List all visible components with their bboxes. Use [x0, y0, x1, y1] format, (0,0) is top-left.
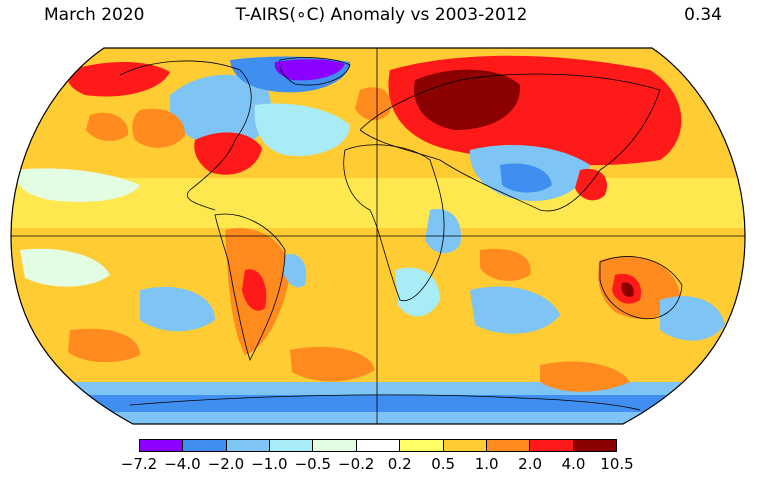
north-atlantic-cool [254, 103, 350, 156]
globe-outline [10, 47, 746, 425]
colorbar-bin [183, 440, 227, 451]
greenland-cold [274, 59, 345, 81]
colorbar-bin [400, 440, 444, 451]
indian-ocean-west-cool [425, 209, 461, 254]
colorbar-tick-label: 1.0 [474, 455, 499, 473]
ne-pacific-warm [86, 112, 129, 142]
south-atlantic-warm [290, 346, 375, 382]
tibet-cool [500, 163, 552, 193]
antarctic-band-2 [11, 395, 745, 413]
colorbar-tick-label: 4.0 [561, 455, 586, 473]
australia-very-hot [621, 282, 634, 297]
colorbar-tick-label: −0.5 [294, 455, 332, 473]
colorbar-tick-label: 0.2 [387, 455, 412, 473]
greenland-coast [279, 57, 351, 86]
colorbar-bin [486, 440, 531, 451]
africa-coast [343, 144, 445, 302]
scandinavia-warm [355, 87, 391, 121]
south-america-coast [214, 213, 286, 362]
colorbar-tick-label: −0.2 [338, 455, 375, 473]
south-pacific-warm [68, 328, 140, 363]
south-atlantic-cool [283, 254, 307, 288]
indian-ocean-warm [480, 248, 531, 281]
pacific-neutral [14, 168, 140, 202]
south-indian-cool [470, 286, 560, 334]
tasman-cool [660, 296, 725, 341]
colorbar-bin [443, 440, 487, 451]
colorbar-bin [313, 440, 357, 451]
anomaly-map [10, 47, 746, 425]
australia-coast [599, 256, 683, 320]
argentina-hot [242, 269, 267, 311]
canada-cool [170, 74, 271, 150]
colorbar-tick-label: −7.2 [120, 455, 158, 473]
southeast-pacific-cool [140, 286, 215, 332]
west-na-warm [132, 108, 185, 148]
colorbar-tick-label: 0.5 [431, 455, 456, 473]
colorbar-bin [226, 440, 271, 451]
antarctic-band-3 [11, 412, 745, 424]
coastlines [119, 57, 683, 411]
colorbar-bin [140, 440, 184, 451]
north-america-coast [119, 60, 252, 211]
colorbar-bin [530, 440, 574, 451]
colorbar-bin [573, 440, 616, 451]
pacific-south-neutral [20, 248, 110, 287]
colorbar-bin [356, 440, 401, 451]
anomaly-field [11, 48, 745, 424]
colorbar-tick-label: 2.0 [518, 455, 543, 473]
east-asia-warm [575, 168, 608, 201]
colorbar-tick-label: −2.0 [207, 455, 245, 473]
siberia-hot [414, 69, 521, 130]
eurasia-coast [359, 73, 661, 212]
colorbar-bin [270, 440, 314, 451]
global-mean-anomaly: 0.34 [684, 5, 722, 25]
colorbar [139, 439, 617, 452]
antarctica-coast [129, 394, 641, 411]
colorbar-tick-label: −1.0 [251, 455, 288, 473]
map-title: T-AIRS(∘C) Anomaly vs 2003-2012 [235, 5, 528, 25]
map-date: March 2020 [44, 5, 145, 25]
colorbar-tick-label: 10.5 [600, 455, 634, 473]
antarctic-band-1 [11, 382, 745, 396]
southern-indian-warm [540, 361, 630, 392]
alaska-warm [67, 61, 170, 97]
colorbar-tick-label: −4.0 [164, 455, 201, 473]
